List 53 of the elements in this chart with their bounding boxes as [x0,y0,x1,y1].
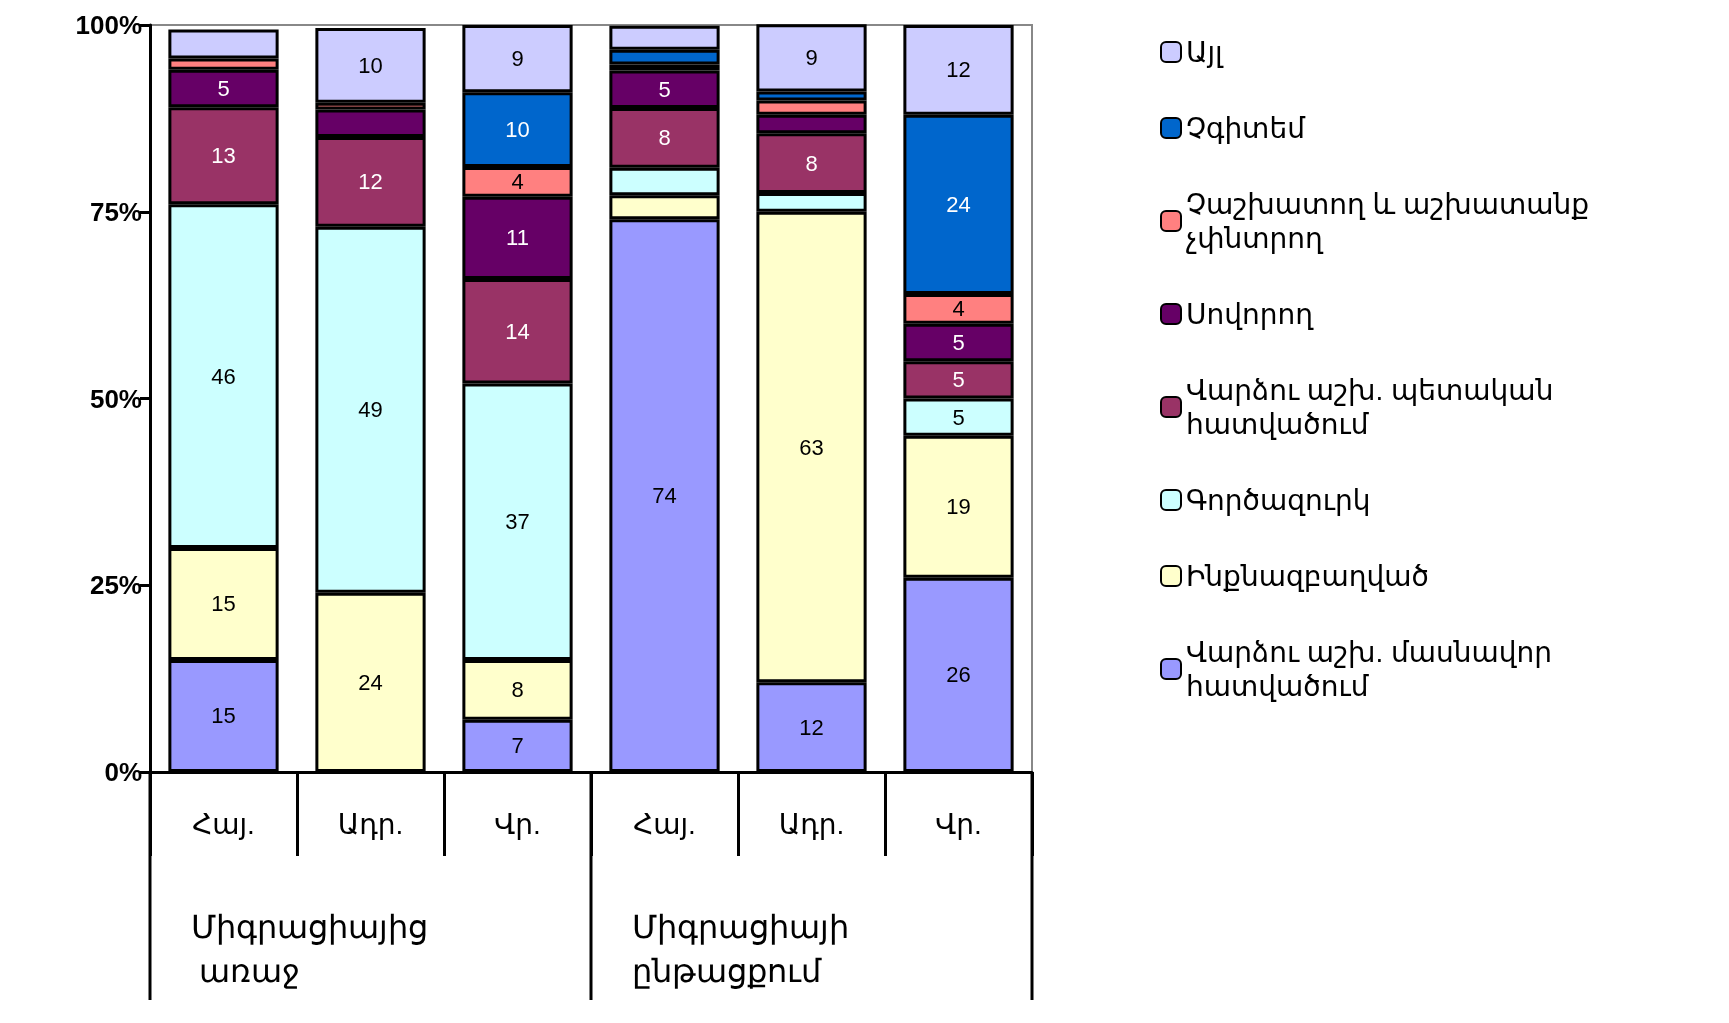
text: Միգրացիայի ընթացքում [631,909,858,989]
legend-label: Այլ [1186,36,1225,68]
x-tick-label: Վր. [935,808,982,840]
data-label: 5 [952,404,965,430]
x-tick-label: Վր. [494,808,541,840]
x-tick-label: Ադր. [778,808,845,840]
data-label: 12 [946,57,971,83]
legend-label: Վարձու աշխ. մասնավոր հատվածում [1186,636,1560,702]
data-label: 49 [358,397,383,423]
legend-label: Վարձու աշխ. պետական հատվածում [1186,374,1562,440]
data-label: 8 [805,150,818,176]
y-tick-label: 75% [89,196,142,227]
legend-label: Սովորող [1186,298,1315,330]
data-label: 37 [505,509,530,535]
data-label: 63 [799,434,824,460]
y-tick-label: 25% [89,570,142,601]
data-label: 7 [511,733,524,759]
data-label: 5 [217,76,230,101]
data-label: 12 [799,714,824,740]
data-label: 46 [211,363,236,389]
data-label: 14 [505,318,530,344]
y-tick-label: 100% [75,10,142,40]
data-label: 5 [952,329,965,355]
data-label: 5 [952,367,965,393]
data-label: 10 [358,52,383,78]
x-tick-label: Հայ. [633,808,696,840]
data-label: 8 [658,125,671,151]
data-label: 15 [211,703,236,729]
data-label: 9 [805,45,818,71]
y-tick-label: 0% [104,757,142,787]
legend-label: Գործազուրկ [1186,484,1371,516]
x-tick-label: Ադր. [337,808,404,840]
data-label: 11 [506,225,529,251]
data-label: 15 [211,591,236,617]
data-label: 4 [511,169,524,195]
legend-label: Ինքնազբաղված [1186,560,1429,592]
data-label: 8 [511,677,524,703]
legend-label: Չգիտեմ [1186,112,1307,144]
text: Միգրացիայից առաջ [190,909,428,989]
data-label: 74 [652,483,677,509]
data-label: 12 [358,169,383,195]
data-label: 24 [946,191,971,217]
data-label: 24 [358,669,383,695]
data-label: 13 [211,143,236,169]
data-label: 26 [946,662,971,688]
y-tick-label: 50% [89,383,142,414]
data-label: 5 [658,76,671,102]
data-label: 10 [505,117,530,143]
legend-label: Չաշխատող և աշխատանք չփնտրող [1186,188,1597,254]
data-label: 4 [952,296,965,322]
x-tick-label: Հայ. [192,808,255,840]
data-label: 19 [946,494,971,520]
data-label: 9 [511,46,524,72]
